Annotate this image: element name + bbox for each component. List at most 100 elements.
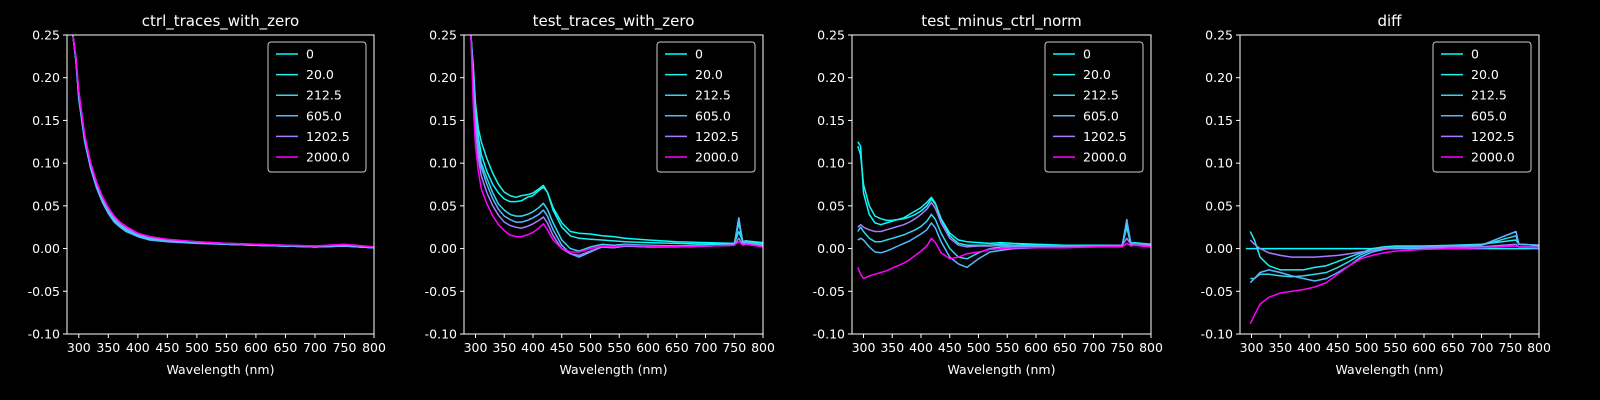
y-tick-label: -0.05 [28,284,60,299]
x-tick-label: 650 [665,340,689,355]
legend-entry: 20.0 [1471,67,1499,82]
y-tick-label: 0.25 [429,28,457,43]
x-tick-label: 750 [1498,340,1522,355]
legend-entry: 605.0 [1083,108,1119,123]
y-tick-label: 0.00 [1205,241,1233,256]
x-tick-label: 400 [521,340,545,355]
legend-entry: 1202.5 [1471,129,1515,144]
series-line-212.5 [470,35,763,252]
legend-entry: 212.5 [306,88,342,103]
y-tick-label: -0.10 [1201,327,1233,342]
x-tick-label: 300 [464,340,488,355]
chart-panel-0: ctrl_traces_with_zero 300 350 400 450 500 550 6… [28,12,386,377]
y-tick-label: 0.15 [429,113,457,128]
legend-entry: 1202.5 [1083,129,1127,144]
x-axis-label: Wavelength (nm) [560,362,668,377]
plot-area [470,35,763,258]
legend-entry: 20.0 [695,67,723,82]
y-tick-label: 0.00 [429,241,457,256]
legend-entry: 0 [1083,47,1091,62]
y-tick-label: -0.05 [1201,284,1233,299]
y-tick-label: 0.05 [32,198,60,213]
x-tick-label: 650 [274,340,298,355]
legend-entry: 212.5 [1083,88,1119,103]
x-tick-label: 600 [1024,340,1048,355]
x-tick-label: 500 [185,340,209,355]
y-tick-label: 0.20 [1205,70,1233,85]
series-line-2000.0 [1249,245,1539,325]
series-line-1202.5 [857,201,1151,248]
plot-area [72,35,374,249]
chart-panel-3: diff 300 350 400 450 500 550 600 650 700 750 800 -0.… [1201,12,1551,377]
x-tick-label: 450 [550,340,574,355]
series-line-2000.0 [857,237,1151,280]
y-tick-label: 0.15 [32,113,60,128]
x-tick-label: 600 [244,340,268,355]
x-tick-label: 550 [995,340,1019,355]
legend-entry: 2000.0 [1083,150,1127,165]
x-tick-label: 450 [155,340,179,355]
x-tick-label: 350 [1268,340,1292,355]
x-tick-label: 350 [492,340,516,355]
legend-entry: 0 [1471,47,1479,62]
x-tick-label: 800 [1527,340,1551,355]
chart-title: ctrl_traces_with_zero [142,12,299,31]
plot-area [1245,230,1539,325]
y-tick-label: -0.05 [813,284,845,299]
chart-title: test_traces_with_zero [533,12,695,31]
x-tick-label: 350 [880,340,904,355]
series-line-2000.0 [72,35,374,248]
series-line-20.0 [1249,231,1539,271]
legend-entry: 20.0 [306,67,334,82]
x-tick-label: 700 [694,340,718,355]
x-tick-label: 550 [607,340,631,355]
legend-entry: 605.0 [1471,108,1507,123]
y-tick-label: 0.05 [429,198,457,213]
y-tick-label: 0.10 [1205,156,1233,171]
axes-frame [1239,34,1540,335]
legend-entry: 20.0 [1083,67,1111,82]
x-tick-label: 300 [67,340,91,355]
x-tick-label: 750 [722,340,746,355]
legend-entry: 1202.5 [306,129,350,144]
series-line-1202.5 [1249,239,1539,258]
x-axis-label: Wavelength (nm) [1336,362,1444,377]
axes-frame [66,34,375,335]
chart-panel-1: test_traces_with_zero 300 350 400 450 500 550 6… [425,12,775,377]
y-tick-label: 0.10 [429,156,457,171]
x-tick-label: 750 [1110,340,1134,355]
y-tick-label: 0.25 [817,28,845,43]
x-tick-label: 600 [1412,340,1436,355]
y-tick-label: 0.00 [817,241,845,256]
chart-title: test_minus_ctrl_norm [921,12,1082,31]
x-tick-label: 500 [579,340,603,355]
x-tick-label: 450 [938,340,962,355]
y-tick-label: 0.15 [1205,113,1233,128]
x-tick-label: 550 [1383,340,1407,355]
x-tick-label: 800 [751,340,775,355]
legend-entry: 0 [306,47,314,62]
axes-frame [463,34,764,335]
legend-entry: 2000.0 [1471,150,1515,165]
x-axis-label: Wavelength (nm) [167,362,275,377]
x-tick-label: 650 [1441,340,1465,355]
x-tick-label: 300 [1240,340,1264,355]
series-line-2000.0 [470,35,763,253]
y-tick-label: 0.10 [817,156,845,171]
y-tick-label: 0.25 [1205,28,1233,43]
legend: 0 20.0 212.5 605.0 1202.5 2000.0 [1432,41,1532,173]
legend: 0 20.0 212.5 605.0 1202.5 2000.0 [267,41,367,173]
legend-entry: 0 [695,47,703,62]
legend-entry: 605.0 [695,108,731,123]
chart-panel-2: test_minus_ctrl_norm 300 350 400 450 500 550 60… [813,12,1163,377]
x-tick-label: 600 [636,340,660,355]
y-tick-label: 0.05 [1205,198,1233,213]
x-tick-label: 650 [1053,340,1077,355]
x-tick-label: 800 [362,340,386,355]
x-tick-label: 450 [1326,340,1350,355]
x-tick-label: 400 [909,340,933,355]
chart-title: diff [1377,12,1402,30]
y-tick-label: -0.05 [425,284,457,299]
